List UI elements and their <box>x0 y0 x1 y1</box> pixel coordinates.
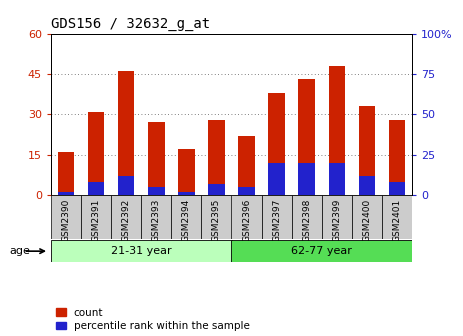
Bar <box>58 192 74 195</box>
Bar <box>352 195 382 239</box>
Bar <box>359 175 375 195</box>
Bar <box>299 163 315 195</box>
Bar <box>238 136 255 195</box>
Bar <box>111 195 141 239</box>
Bar <box>208 120 225 195</box>
Text: GSM2391: GSM2391 <box>92 198 100 242</box>
Bar <box>171 195 201 239</box>
Text: GSM2392: GSM2392 <box>122 198 131 242</box>
Bar <box>88 112 104 195</box>
Bar <box>88 182 104 195</box>
Bar <box>51 195 81 239</box>
Bar <box>232 240 412 262</box>
Text: GSM2398: GSM2398 <box>302 198 311 242</box>
Legend: count, percentile rank within the sample: count, percentile rank within the sample <box>56 308 250 331</box>
Text: GSM2393: GSM2393 <box>152 198 161 242</box>
Bar <box>81 195 111 239</box>
Bar <box>322 195 352 239</box>
Bar <box>178 192 194 195</box>
Bar <box>201 195 232 239</box>
Bar <box>208 183 225 195</box>
Text: GSM2397: GSM2397 <box>272 198 281 242</box>
Bar <box>292 195 322 239</box>
Bar <box>178 149 194 195</box>
Bar <box>269 93 285 195</box>
Text: age: age <box>9 246 30 256</box>
Bar <box>359 106 375 195</box>
Text: GSM2395: GSM2395 <box>212 198 221 242</box>
Bar <box>329 66 345 195</box>
Bar <box>389 182 405 195</box>
Bar <box>389 120 405 195</box>
Bar <box>262 195 292 239</box>
Text: GDS156 / 32632_g_at: GDS156 / 32632_g_at <box>51 17 210 31</box>
Bar <box>118 175 134 195</box>
Bar <box>329 163 345 195</box>
Bar <box>51 240 232 262</box>
Bar <box>238 187 255 195</box>
Bar <box>141 195 171 239</box>
Text: 21-31 year: 21-31 year <box>111 246 171 256</box>
Text: GSM2399: GSM2399 <box>332 198 341 242</box>
Text: GSM2401: GSM2401 <box>393 198 401 242</box>
Bar <box>118 71 134 195</box>
Bar <box>382 195 412 239</box>
Bar <box>148 122 164 195</box>
Bar <box>269 163 285 195</box>
Text: 62-77 year: 62-77 year <box>291 246 352 256</box>
Bar <box>148 187 164 195</box>
Text: GSM2390: GSM2390 <box>62 198 70 242</box>
Bar <box>232 195 262 239</box>
Text: GSM2400: GSM2400 <box>363 198 371 242</box>
Text: GSM2396: GSM2396 <box>242 198 251 242</box>
Text: GSM2394: GSM2394 <box>182 198 191 242</box>
Bar <box>58 152 74 195</box>
Bar <box>299 79 315 195</box>
